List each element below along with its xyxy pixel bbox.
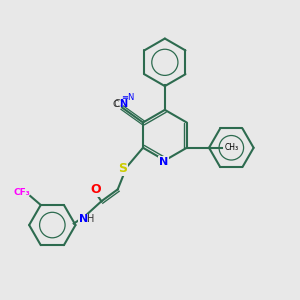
- Text: CF₃: CF₃: [14, 188, 31, 197]
- Text: H: H: [87, 214, 94, 224]
- Text: CH₃: CH₃: [224, 143, 239, 152]
- Text: C: C: [112, 100, 119, 109]
- Text: C: C: [113, 99, 120, 109]
- Text: N: N: [79, 214, 88, 224]
- Text: ≡N: ≡N: [121, 93, 134, 102]
- Text: O: O: [90, 184, 101, 196]
- Text: N: N: [120, 99, 128, 109]
- Text: N: N: [159, 157, 168, 167]
- Text: S: S: [118, 162, 127, 175]
